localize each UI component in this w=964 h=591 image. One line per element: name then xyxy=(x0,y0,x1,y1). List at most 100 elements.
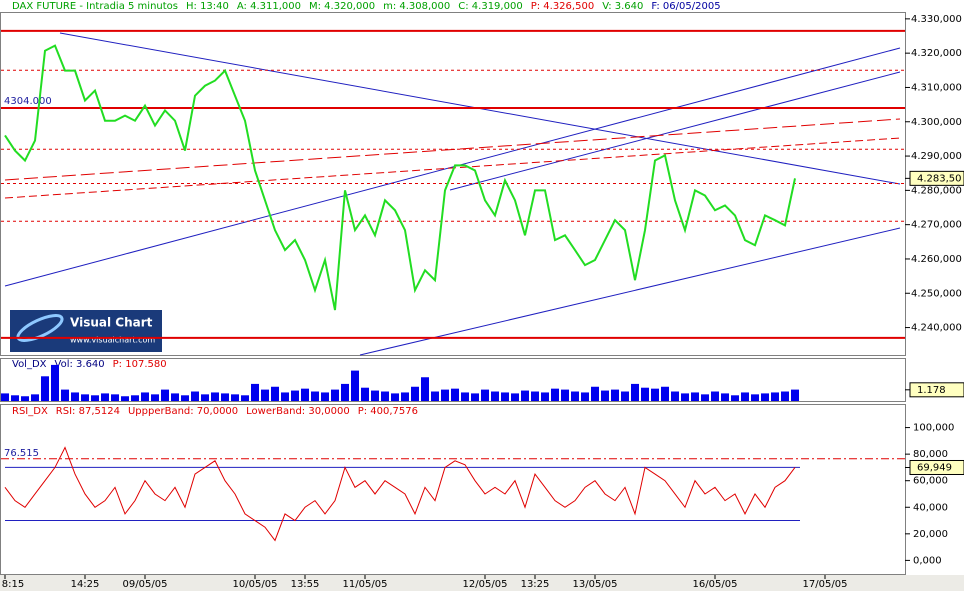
volume-bar xyxy=(621,391,629,401)
volume-bar xyxy=(311,391,319,401)
y-tick-label: 4.330,000 xyxy=(911,14,962,25)
x-tick-label: 09/05/05 xyxy=(123,579,168,590)
volume-bar xyxy=(361,387,369,401)
header-text: V: 3.640 xyxy=(602,1,643,12)
x-tick-label: 14:25 xyxy=(71,579,100,590)
header-text: Vol_DX xyxy=(12,359,47,370)
volume-bar xyxy=(731,395,739,401)
trendline xyxy=(359,227,901,356)
volume-bar xyxy=(611,389,619,401)
volume-bar xyxy=(321,392,329,401)
x-tick-label: 8:15 xyxy=(2,579,24,590)
header-text: Vol: 3.640 xyxy=(55,359,105,370)
volume-bar xyxy=(651,388,659,401)
volume-bar xyxy=(451,388,459,401)
volume-bar xyxy=(531,391,539,401)
header-text: RSI_DX xyxy=(12,406,48,417)
x-tick-label: 12/05/05 xyxy=(463,579,508,590)
volume-bar xyxy=(91,395,99,401)
logo-title: Visual Chart xyxy=(70,316,153,330)
volume-bar xyxy=(551,388,559,401)
y-tick-label: 4.300,000 xyxy=(911,117,962,128)
volume-bar xyxy=(101,393,109,401)
volume-bar xyxy=(401,392,409,401)
volume-bar xyxy=(661,386,669,401)
volume-bar xyxy=(331,389,339,401)
volume-bar xyxy=(781,391,789,401)
volume-bar xyxy=(291,390,299,401)
volume-bar xyxy=(391,393,399,401)
volume-bar xyxy=(601,390,609,401)
level-label: 76.515 xyxy=(4,448,39,459)
header-text: P: 4.326,500 xyxy=(531,1,594,12)
price-panel xyxy=(0,12,906,356)
y-tick-label: 100,000 xyxy=(913,423,954,434)
last-value-label: 1.178 xyxy=(917,385,946,396)
x-tick-label: 13:55 xyxy=(291,579,320,590)
volume-bar xyxy=(121,396,129,401)
x-tick-label: 11/05/05 xyxy=(343,579,388,590)
volume-bar xyxy=(81,394,89,401)
series-line xyxy=(4,446,796,542)
volume-bar xyxy=(1,393,9,401)
header-text: A: 4.311,000 xyxy=(237,1,301,12)
header-text: DAX FUTURE - Intradia 5 minutos xyxy=(12,1,178,12)
y-tick-label: 60,000 xyxy=(913,476,948,487)
last-value-label: 69,949 xyxy=(917,462,952,473)
volume-bar xyxy=(151,394,159,401)
volume-bar xyxy=(171,393,179,401)
y-tick-label: 4.250,000 xyxy=(911,288,962,299)
volume-bar xyxy=(711,391,719,401)
trendline xyxy=(4,137,901,199)
time-axis xyxy=(0,575,964,591)
volume-bar xyxy=(381,391,389,401)
volume-bar xyxy=(271,386,279,401)
volume-bar xyxy=(721,393,729,401)
volume-bar xyxy=(631,383,639,401)
volume-bar xyxy=(541,392,549,401)
volume-bar xyxy=(221,393,229,401)
y-tick-label: 40,000 xyxy=(913,502,948,513)
volume-bar xyxy=(681,393,689,401)
y-tick-label: 80,000 xyxy=(913,449,948,460)
volume-bar xyxy=(31,394,39,401)
volume-bar xyxy=(521,390,529,401)
x-tick-label: 13:25 xyxy=(521,579,550,590)
header-text: LowerBand: 30,0000 xyxy=(246,406,350,417)
x-tick-label: 17/05/05 xyxy=(803,579,848,590)
volume-bar xyxy=(511,393,519,401)
y-tick-label: 4.320,000 xyxy=(911,48,962,59)
rsi-panel xyxy=(0,404,906,575)
volume-bar xyxy=(231,394,239,401)
volume-bar xyxy=(11,395,19,401)
last-value-label: 4.283,50 xyxy=(917,173,962,184)
volume-bar xyxy=(201,394,209,401)
volume-bar xyxy=(371,390,379,401)
volume-bar xyxy=(701,394,709,401)
volume-bar xyxy=(61,389,69,401)
volume-bar xyxy=(491,391,499,401)
volume-bar xyxy=(161,389,169,401)
logo-url: www.visualchart.com xyxy=(70,336,155,345)
volume-bar xyxy=(671,391,679,401)
volume-bar xyxy=(461,392,469,401)
header-text: P: 400,7576 xyxy=(358,406,418,417)
header-text: C: 4.319,000 xyxy=(458,1,522,12)
header-text: P: 107.580 xyxy=(113,359,167,370)
volume-bar xyxy=(431,391,439,401)
volume-bar xyxy=(481,389,489,401)
x-tick-label: 16/05/05 xyxy=(693,579,738,590)
volume-bar xyxy=(301,388,309,401)
volume-bar xyxy=(251,383,259,401)
x-tick-label: 13/05/05 xyxy=(573,579,618,590)
volume-bar xyxy=(241,395,249,401)
volume-bar xyxy=(771,392,779,401)
header-text: UppperBand: 70,0000 xyxy=(128,406,238,417)
volume-bar xyxy=(351,370,359,401)
volume-bar xyxy=(411,386,419,401)
y-tick-label: 4.310,000 xyxy=(911,82,962,93)
volume-bar xyxy=(41,376,49,401)
y-tick-label: 4.290,000 xyxy=(911,151,962,162)
